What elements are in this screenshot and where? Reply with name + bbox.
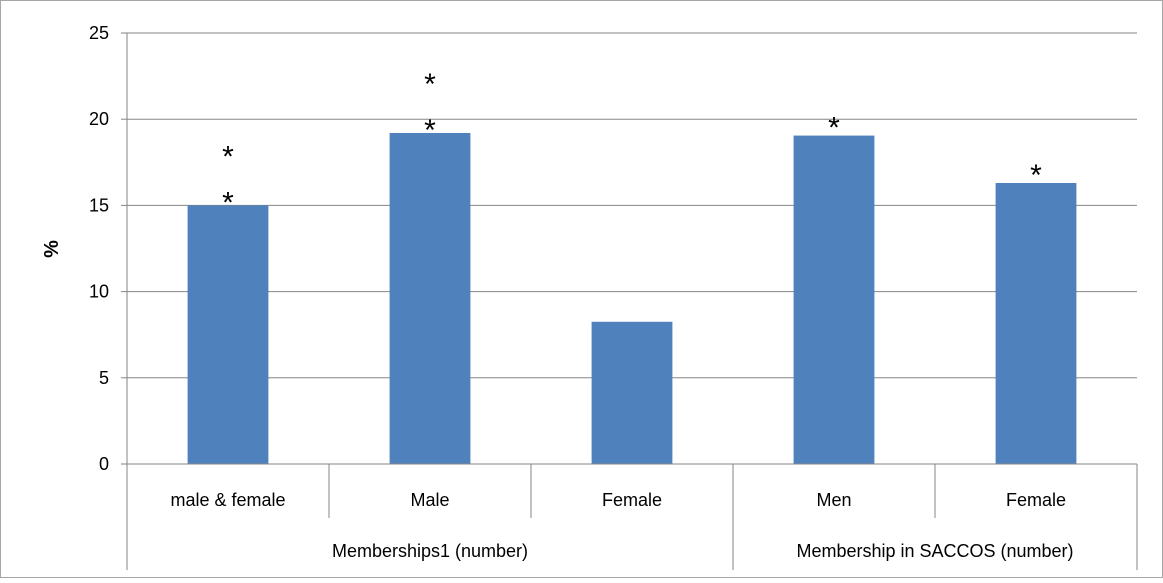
bars bbox=[187, 132, 1077, 464]
bar bbox=[793, 135, 875, 464]
x-group-label: Membership in SACCOS (number) bbox=[796, 541, 1073, 561]
y-tick-label: 5 bbox=[99, 368, 109, 388]
bar bbox=[389, 132, 471, 464]
y-tick-label: 10 bbox=[89, 282, 109, 302]
bar bbox=[187, 205, 269, 464]
significance-marker: * bbox=[222, 186, 234, 219]
gridlines bbox=[127, 32, 1137, 379]
x-category-label: Men bbox=[816, 490, 851, 510]
y-axis-label: % bbox=[41, 240, 63, 258]
x-group-label: Memberships1 (number) bbox=[332, 541, 528, 561]
bar bbox=[995, 182, 1077, 464]
y-tick-label: 25 bbox=[89, 23, 109, 43]
y-tick-label: 20 bbox=[89, 109, 109, 129]
axes: 0 5 10 15 20 25 male & female Male Female Men Fema… bbox=[89, 23, 1138, 570]
significance-marker: * bbox=[424, 114, 436, 147]
x-category-label: Female bbox=[602, 490, 662, 510]
bar bbox=[591, 321, 673, 464]
x-category-label: Male bbox=[410, 490, 449, 510]
y-tick-label: 0 bbox=[99, 454, 109, 474]
significance-marker: * bbox=[828, 112, 840, 145]
x-category-label: male & female bbox=[170, 490, 285, 510]
significance-marker: * bbox=[424, 68, 436, 101]
significance-marker: * bbox=[222, 140, 234, 173]
significance-marker: * bbox=[1030, 159, 1042, 192]
x-category-label: Female bbox=[1006, 490, 1066, 510]
y-tick-label: 15 bbox=[89, 195, 109, 215]
significance-annotations: * * * * * * bbox=[222, 68, 1042, 219]
